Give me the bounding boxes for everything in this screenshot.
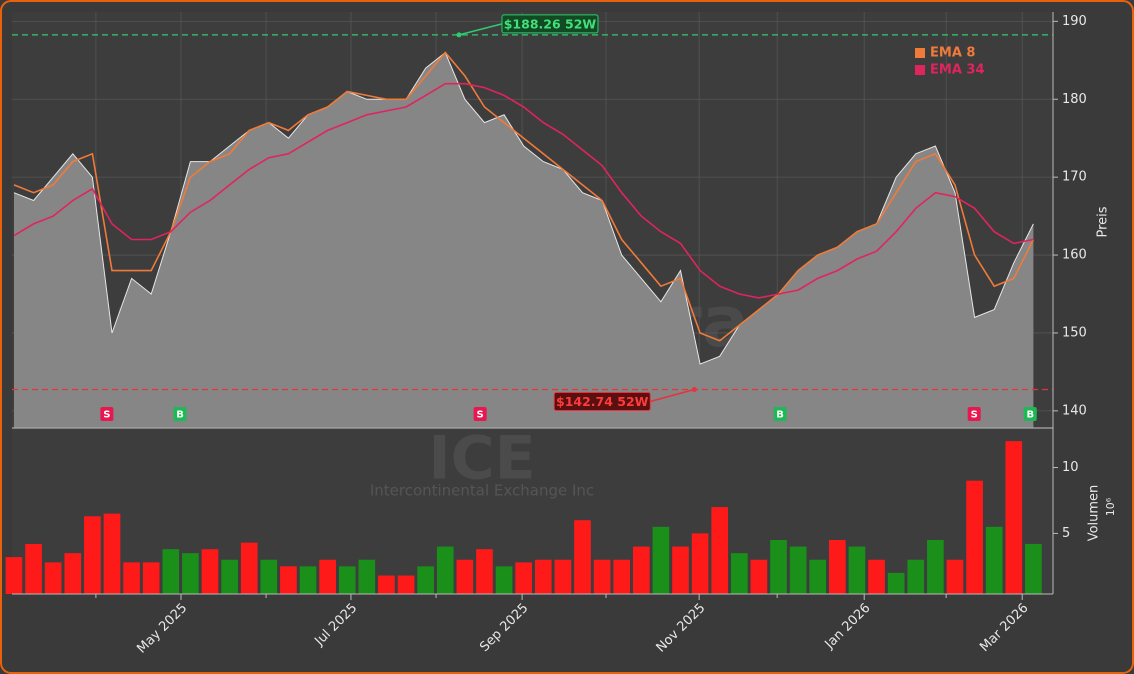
legend-label: EMA 34	[930, 63, 985, 78]
volume-bar	[770, 539, 787, 594]
volume-bar	[691, 533, 709, 594]
annotation-box	[553, 392, 651, 412]
volume-bar	[985, 526, 1003, 594]
volume-bar	[221, 559, 238, 594]
volume-bar	[1025, 543, 1042, 594]
volume-bar	[417, 566, 434, 594]
volume-bar	[554, 559, 572, 594]
volume-bar	[358, 559, 376, 594]
y-axis-label: Volumen	[1087, 485, 1102, 542]
y-tick-label: 140	[1062, 403, 1087, 418]
signal-marker	[473, 407, 487, 421]
signal-label: S	[477, 410, 484, 421]
volume-bar	[848, 546, 866, 594]
signal-marker	[967, 407, 981, 421]
volume-bar	[338, 566, 356, 594]
legend-label: EMA 8	[930, 46, 975, 61]
y-tick-label: 190	[1062, 14, 1087, 29]
volume-bar	[476, 549, 493, 594]
volume-bar	[574, 520, 591, 594]
signal-label: S	[971, 410, 978, 421]
volume-bar	[1005, 441, 1023, 594]
volume-bar	[280, 566, 297, 594]
volume-bar	[652, 526, 670, 594]
watermark-subtitle: Intercontinental Exchange Inc	[370, 482, 594, 500]
volume-bar	[84, 516, 101, 594]
signal-marker	[1023, 407, 1037, 421]
volume-bar	[142, 562, 160, 594]
signal-label: B	[176, 410, 184, 421]
volume-bar	[456, 559, 474, 594]
annotation-arrow	[458, 23, 503, 36]
y-axis-label: Preis	[1096, 206, 1111, 237]
volume-bar	[25, 543, 42, 594]
signal-marker	[173, 407, 187, 421]
annotation-arrow	[650, 388, 695, 403]
y-tick-label: 180	[1062, 92, 1087, 107]
volume-bar	[123, 562, 140, 594]
y-tick-label: 150	[1062, 325, 1087, 340]
signal-label: B	[776, 410, 784, 421]
legend-swatch	[915, 65, 925, 75]
signal-label: B	[1026, 410, 1034, 421]
volume-bar	[829, 539, 846, 594]
signal-label: S	[103, 410, 110, 421]
y-tick-label: 5	[1062, 526, 1070, 541]
volume-bar	[162, 549, 180, 594]
watermark: ICE	[428, 424, 535, 494]
y-tick-label: 160	[1062, 248, 1087, 263]
volume-bar	[240, 542, 258, 594]
signal-marker	[100, 407, 114, 421]
volume-bar	[64, 553, 82, 594]
price-area	[13, 52, 1034, 428]
annotation-point	[456, 32, 462, 38]
volume-bar	[907, 559, 925, 594]
volume-bar	[632, 546, 650, 594]
volume-bar	[868, 559, 885, 594]
y-tick-label: 10	[1062, 460, 1079, 475]
annotation-label: $188.26 52W	[504, 16, 597, 31]
volume-bar	[495, 566, 513, 594]
volume-bar	[299, 566, 317, 594]
volume-bar	[534, 559, 552, 594]
volume-bar	[593, 559, 611, 594]
legend-swatch	[915, 48, 925, 58]
signal-marker	[773, 407, 787, 421]
volume-bar	[946, 559, 964, 594]
annotation-box	[501, 14, 599, 34]
volume-bar	[730, 553, 748, 594]
volume-bar	[711, 507, 729, 594]
volume-bar	[378, 575, 395, 594]
volume-bar	[201, 549, 219, 594]
ema-line	[13, 51, 1035, 342]
annotation-label: $142.74 52W	[556, 394, 649, 409]
volume-bar	[182, 553, 199, 594]
volume-bar	[809, 559, 827, 594]
volume-bar	[750, 559, 768, 594]
volume-bar	[44, 562, 62, 594]
volume-bar	[436, 546, 454, 594]
volume-bar	[260, 559, 278, 594]
volume-bar	[319, 559, 336, 594]
y-tick-label: 170	[1062, 170, 1087, 185]
ema-line	[13, 82, 1034, 299]
volume-bar	[672, 546, 689, 594]
volume-bar	[397, 575, 415, 594]
volume-bar	[515, 562, 533, 594]
volume-bar	[5, 557, 23, 594]
volume-bar	[103, 513, 121, 594]
y-axis-exponent: 10⁶	[1104, 497, 1117, 516]
volume-bar	[887, 572, 905, 594]
volume-bar	[966, 480, 983, 594]
annotation-point	[691, 387, 697, 393]
volume-bar	[927, 539, 944, 594]
volume-bar	[789, 546, 807, 594]
volume-bar	[613, 559, 631, 594]
